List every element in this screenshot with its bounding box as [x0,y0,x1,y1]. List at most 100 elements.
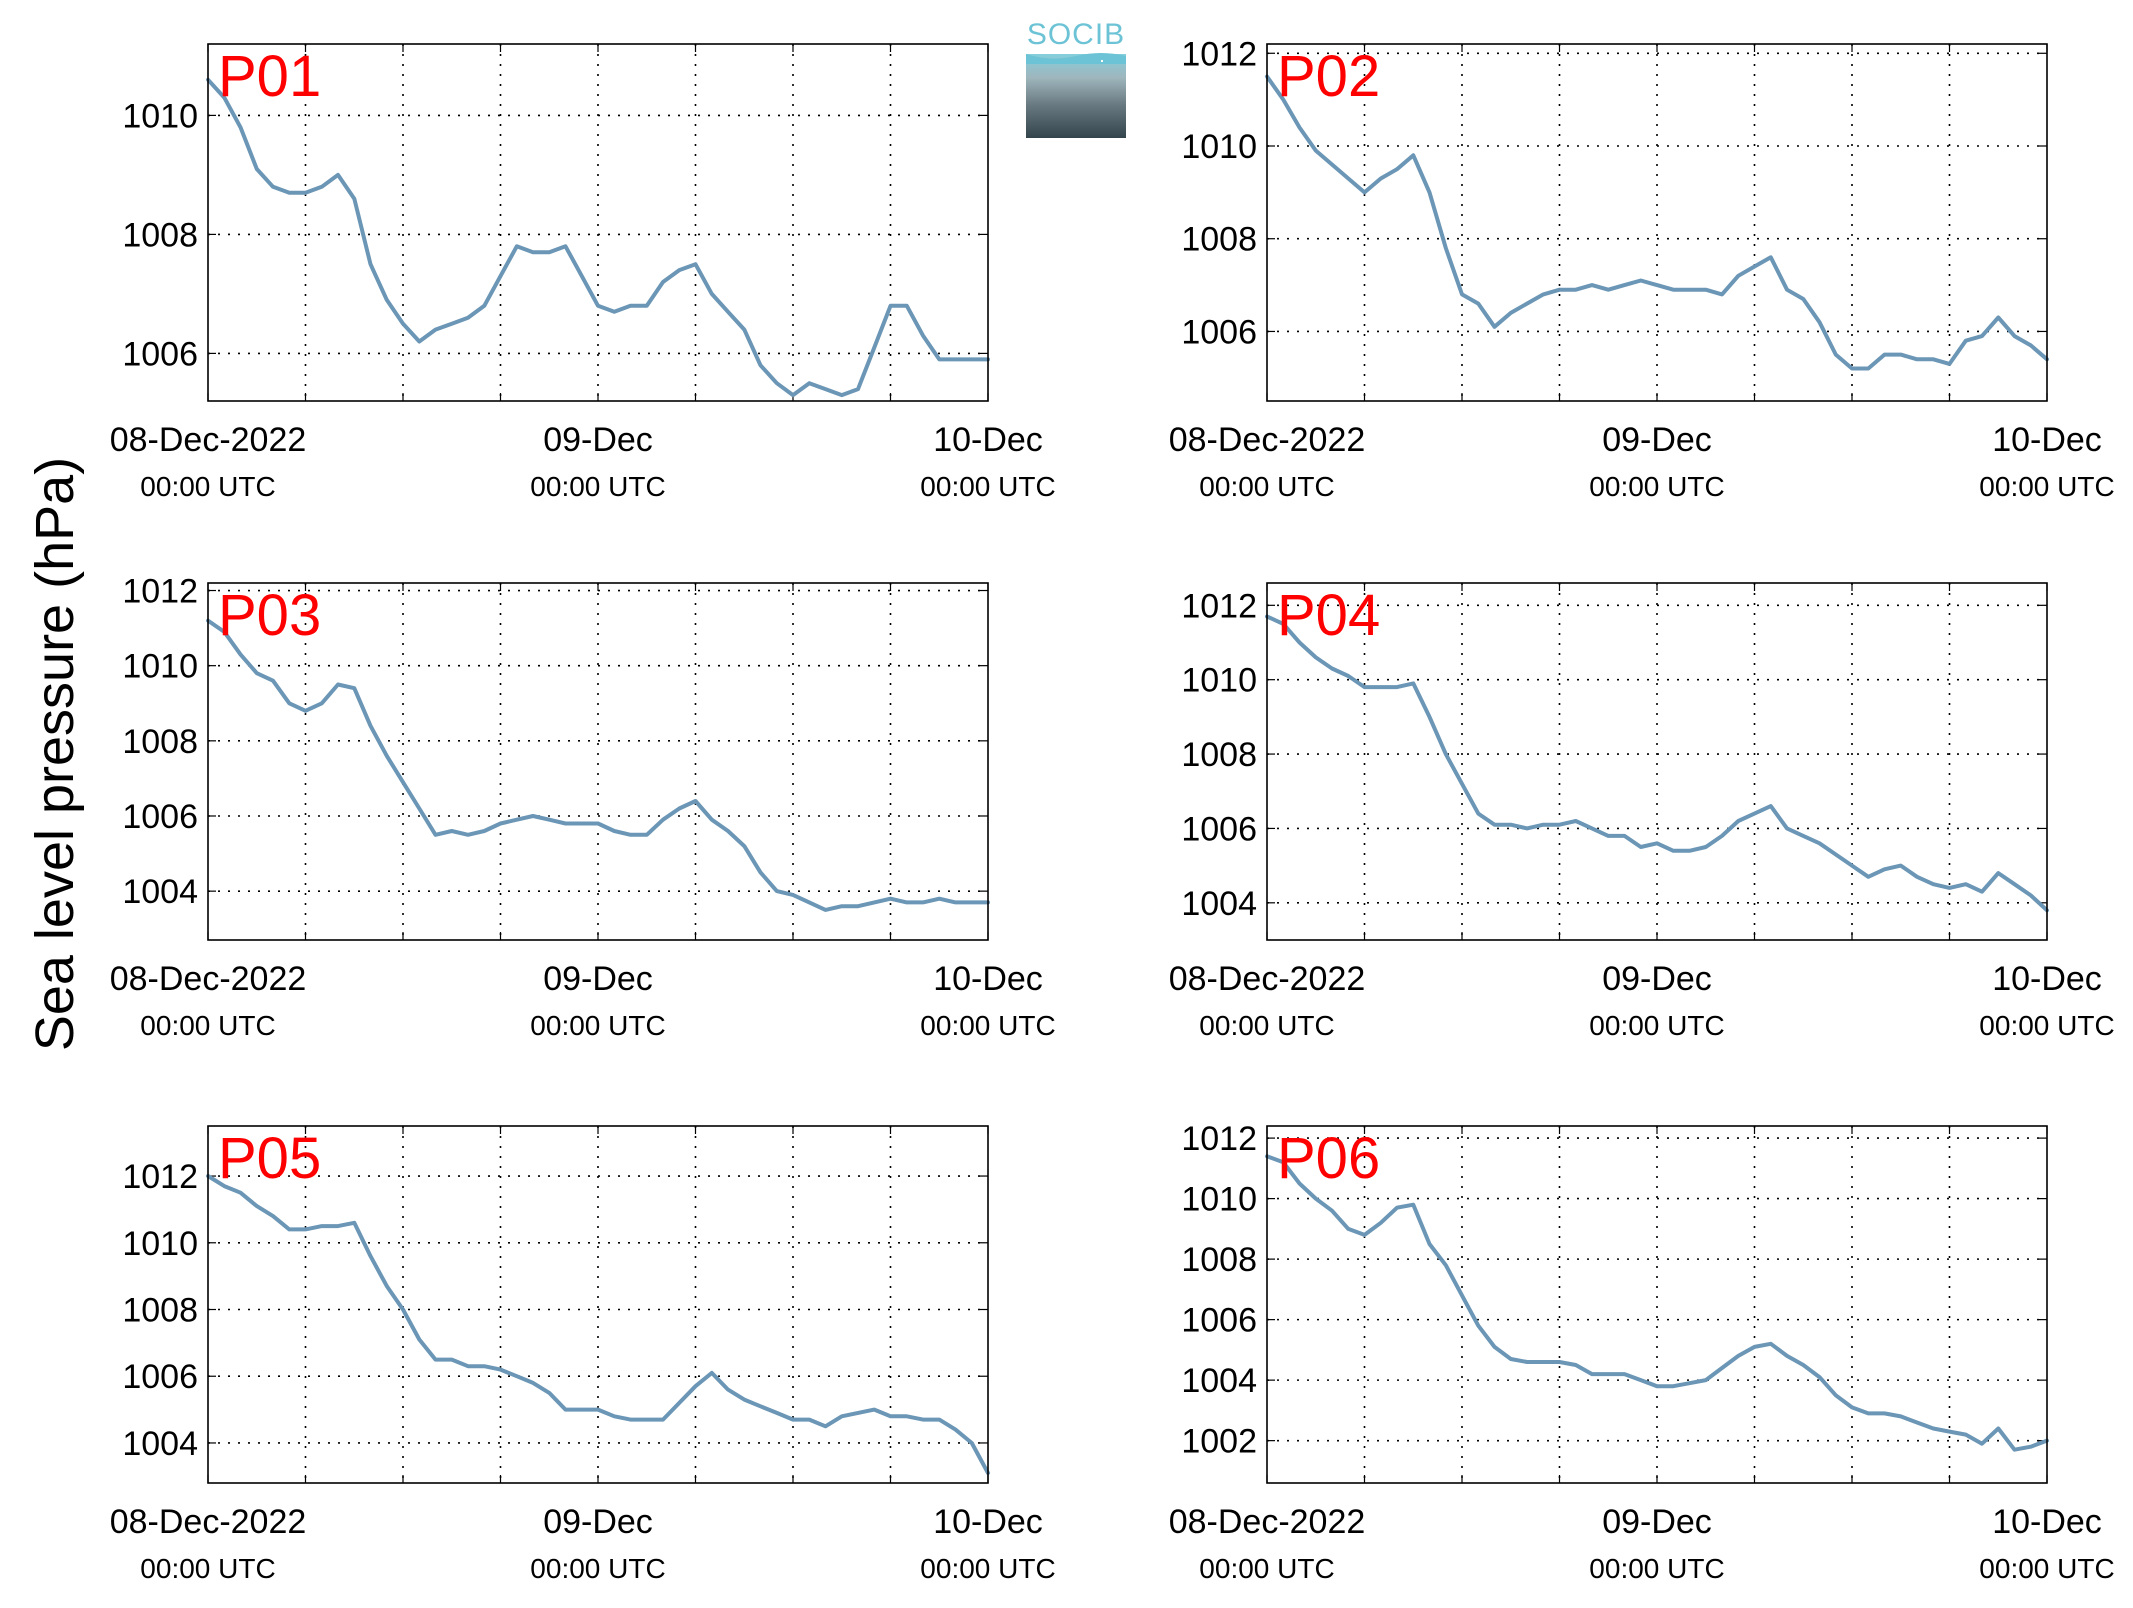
y-tick-label: 1006 [122,798,198,836]
y-tick-label: 1008 [1181,736,1257,774]
tick-marks [1266,1126,2048,1483]
y-tick-label: 1004 [1181,885,1257,923]
x-tick-label: 08-Dec-2022 [1169,960,1366,998]
y-tick-label: 1010 [122,97,198,135]
x-tick-sublabel: 00:00 UTC [1979,1010,2114,1041]
axes-frame [1266,43,2048,402]
y-tick-label: 1006 [122,335,198,373]
panel-p01: 1006 1008 1010 08-Dec-2022 00:00 UTC 09-Dec 00… [110,43,1056,502]
y-tick-label: 1012 [1181,35,1257,73]
logo-text: SOCIB [1026,18,1126,51]
logo-wave-icon [1026,53,1126,64]
tick-marks [207,44,989,401]
y-tick-label: 1006 [1181,1302,1257,1340]
y-tick-label: 1010 [122,648,198,686]
x-tick-label: 09-Dec [1602,421,1712,459]
series-line [1265,614,2049,913]
y-tick-label: 1012 [122,1158,198,1196]
x-tick-sublabel: 00:00 UTC [140,471,275,502]
series-line [206,618,990,912]
x-tick-label: 10-Dec [933,960,1043,998]
y-tick-label: 1010 [1181,128,1257,166]
y-tick-label: 1010 [1181,1181,1257,1219]
gridlines [208,44,988,401]
x-tick-label: 08-Dec-2022 [1169,421,1366,459]
y-tick-label: 1008 [122,723,198,761]
x-tick-label: 10-Dec [1992,960,2102,998]
axes-frame [1266,1125,2048,1484]
series-line [206,77,990,398]
y-tick-label: 1006 [122,1358,198,1396]
gridlines [208,583,988,940]
y-tick-label: 1008 [122,216,198,254]
y-tick-label: 1010 [1181,662,1257,700]
axes-frame [207,1125,989,1484]
gridlines [208,1126,988,1483]
x-tick-sublabel: 00:00 UTC [1589,471,1724,502]
tick-marks [1266,583,2048,940]
x-tick-sublabel: 00:00 UTC [140,1553,275,1584]
x-tick-sublabel: 00:00 UTC [1979,471,2114,502]
y-tick-label: 1008 [122,1292,198,1330]
x-tick-sublabel: 00:00 UTC [920,471,1055,502]
x-tick-label: 09-Dec [1602,1503,1712,1541]
y-tick-label: 1012 [1181,1120,1257,1158]
y-tick-label: 1008 [1181,221,1257,259]
x-tick-sublabel: 00:00 UTC [920,1010,1055,1041]
x-tick-label: 10-Dec [933,1503,1043,1541]
x-tick-label: 09-Dec [543,1503,653,1541]
x-tick-sublabel: 00:00 UTC [1589,1553,1724,1584]
x-tick-sublabel: 00:00 UTC [1979,1553,2114,1584]
tick-marks [207,1126,989,1483]
y-tick-label: 1004 [122,873,198,911]
y-tick-label: 1012 [122,573,198,611]
panel-p06: 1002 1004 1006 1008 1010 1012 08-Dec-2022 00:00… [1169,1120,2115,1584]
axes-frame [1266,582,2048,941]
panel-p03: 1004 1006 1008 1010 1012 08-Dec-2022 00:00 UTC… [110,573,1056,1041]
series-line [1265,1154,2049,1452]
axes-frame [207,582,989,941]
x-tick-sublabel: 00:00 UTC [140,1010,275,1041]
x-tick-label: 10-Dec [933,421,1043,459]
x-tick-label: 09-Dec [543,421,653,459]
series-line [206,1174,990,1475]
panel-p04: 1004 1006 1008 1010 1012 08-Dec-2022 00:00 UTC… [1169,582,2115,1041]
series-line [1265,74,2049,371]
panel-label: P06 [1277,1126,1380,1191]
x-tick-sublabel: 00:00 UTC [920,1553,1055,1584]
tick-marks [207,583,989,940]
x-tick-label: 08-Dec-2022 [1169,1503,1366,1541]
logo-gradient-box [1026,54,1126,138]
x-tick-sublabel: 00:00 UTC [1199,471,1334,502]
y-tick-label: 1002 [1181,1423,1257,1461]
y-tick-label: 1006 [1181,810,1257,848]
panel-label: P04 [1277,583,1380,648]
y-tick-label: 1004 [1181,1362,1257,1400]
y-tick-label: 1004 [122,1425,198,1463]
y-tick-label: 1012 [1181,587,1257,625]
y-tick-label: 1010 [122,1225,198,1263]
x-tick-sublabel: 00:00 UTC [530,1010,665,1041]
x-tick-sublabel: 00:00 UTC [1199,1553,1334,1584]
gridlines [1267,583,2047,940]
x-tick-sublabel: 00:00 UTC [1199,1010,1334,1041]
x-tick-label: 10-Dec [1992,421,2102,459]
gridlines [1267,1126,2047,1483]
x-tick-label: 09-Dec [543,960,653,998]
x-tick-label: 08-Dec-2022 [110,960,307,998]
x-tick-sublabel: 00:00 UTC [530,1553,665,1584]
panel-label: P05 [218,1126,321,1191]
x-tick-label: 09-Dec [1602,960,1712,998]
x-tick-sublabel: 00:00 UTC [1589,1010,1724,1041]
tick-marks [1266,44,2048,401]
panel-label: P01 [218,44,321,109]
y-tick-label: 1008 [1181,1241,1257,1279]
axes-frame [207,43,989,402]
panel-label: P02 [1277,44,1380,109]
panel-p02: 1006 1008 1010 1012 08-Dec-2022 00:00 UTC 09-D… [1169,35,2115,502]
panel-p05: 1004 1006 1008 1010 1012 08-Dec-2022 00:00 UTC… [110,1125,1056,1584]
panel-label: P03 [218,583,321,648]
y-tick-label: 1006 [1181,313,1257,351]
x-tick-label: 10-Dec [1992,1503,2102,1541]
